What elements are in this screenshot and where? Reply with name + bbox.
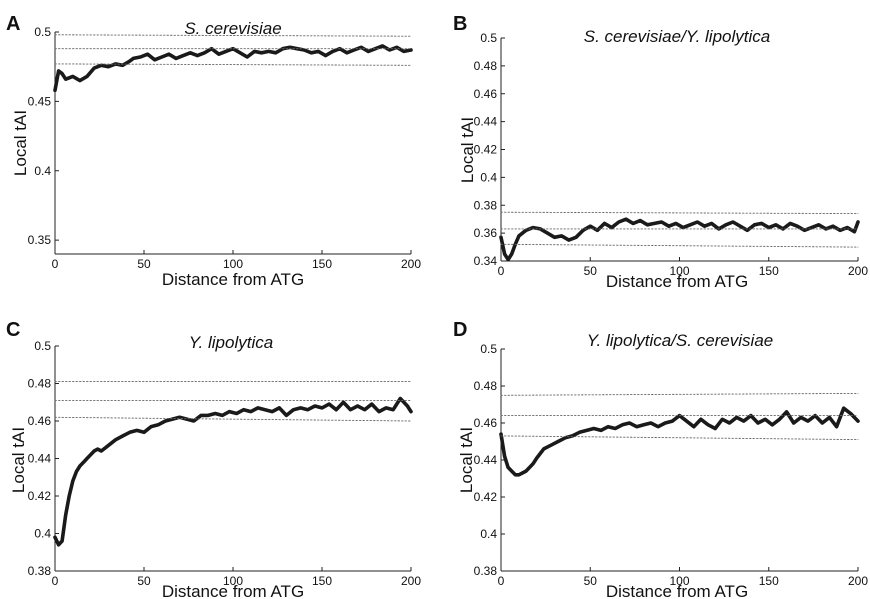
- panel-b-title: S. cerevisiae/Y. lipolytica: [584, 27, 770, 46]
- panel-a-xlabel: Distance from ATG: [162, 270, 304, 289]
- panel-d-xlabel: Distance from ATG: [606, 582, 748, 599]
- x-tick-label: 0: [498, 264, 505, 278]
- y-tick-label: 0.5: [480, 342, 497, 356]
- x-tick-label: 200: [848, 264, 868, 278]
- x-tick-label: 0: [52, 574, 59, 588]
- panel-c-mean-line: [53, 396, 413, 547]
- x-tick-label: 200: [401, 574, 421, 588]
- y-tick-label: 0.35: [28, 233, 52, 247]
- panel-d-ylabel: Local tAI: [457, 427, 476, 493]
- y-tick-label: 0.38: [474, 564, 498, 578]
- panel-c-letter: C: [6, 319, 20, 341]
- x-tick-label: 150: [759, 574, 779, 588]
- x-tick-label: 200: [848, 574, 868, 588]
- panel-d-dotted-line: [500, 435, 859, 441]
- y-tick-label: 0.4: [34, 527, 51, 541]
- y-tick-label: 0.5: [480, 31, 497, 45]
- y-tick-label: 0.34: [474, 254, 498, 268]
- x-tick-label: 100: [669, 264, 689, 278]
- panel-b-dotted-line: [500, 211, 859, 215]
- panel-b-letter: B: [453, 13, 467, 35]
- panel-a-letter: A: [6, 13, 20, 35]
- x-tick-label: 200: [401, 257, 421, 271]
- y-tick-label: 0.48: [28, 377, 52, 391]
- panel-b-mean-line: [499, 217, 860, 262]
- x-tick-label: 150: [312, 574, 332, 588]
- panel-a: A S. cerevisiae Distance from ATG Local …: [6, 13, 421, 289]
- y-tick-label: 0.44: [474, 115, 498, 129]
- x-tick-label: 0: [52, 257, 59, 271]
- y-tick-label: 0.48: [474, 379, 498, 393]
- y-tick-label: 0.46: [28, 414, 52, 428]
- y-tick-label: 0.5: [34, 25, 51, 39]
- y-tick-label: 0.45: [28, 94, 52, 108]
- panel-a-dotted-line: [54, 34, 412, 37]
- x-tick-label: 50: [137, 574, 151, 588]
- x-tick-label: 50: [137, 257, 151, 271]
- y-tick-label: 0.48: [474, 59, 498, 73]
- y-tick-label: 0.38: [474, 198, 498, 212]
- panel-b-xlabel: Distance from ATG: [606, 272, 748, 291]
- y-tick-label: 0.4: [34, 164, 51, 178]
- x-tick-label: 150: [759, 264, 779, 278]
- panel-a-title: S. cerevisiae: [184, 19, 281, 38]
- x-tick-label: 150: [312, 257, 332, 271]
- panel-d-title: Y. lipolytica/S. cerevisiae: [587, 331, 773, 350]
- panel-a-mean-line: [53, 44, 413, 93]
- y-tick-label: 0.42: [28, 489, 52, 503]
- y-tick-label: 0.38: [28, 564, 52, 578]
- x-tick-label: 100: [223, 257, 243, 271]
- panel-c-xlabel: Distance from ATG: [162, 582, 304, 599]
- panel-a-dotted-line: [54, 63, 412, 66]
- y-tick-label: 0.44: [28, 452, 52, 466]
- panel-d: D Y. lipolytica/S. cerevisiae Distance f…: [453, 319, 868, 599]
- y-tick-label: 0.46: [474, 416, 498, 430]
- y-tick-label: 0.5: [34, 339, 51, 353]
- y-tick-label: 0.4: [480, 527, 497, 541]
- y-tick-label: 0.44: [474, 453, 498, 467]
- x-tick-label: 50: [584, 264, 598, 278]
- panel-c: C Y. lipolytica Distance from ATG Local …: [6, 319, 421, 599]
- y-tick-label: 0.46: [474, 87, 498, 101]
- y-tick-label: 0.4: [480, 170, 497, 184]
- x-tick-label: 100: [223, 574, 243, 588]
- y-tick-label: 0.42: [474, 490, 498, 504]
- panel-d-mean-line: [499, 406, 860, 477]
- panel-a-ylabel: Local tAI: [11, 110, 30, 176]
- panel-c-dotted-line: [54, 416, 412, 422]
- y-tick-label: 0.42: [474, 143, 498, 157]
- panel-d-dotted-line: [500, 392, 859, 396]
- panel-b-dotted-line: [500, 243, 859, 248]
- panel-d-letter: D: [453, 319, 467, 341]
- panel-b: B S. cerevisiae/Y. lipolytica Distance f…: [453, 13, 868, 291]
- panel-c-ylabel: Local tAI: [9, 427, 28, 493]
- x-tick-label: 50: [584, 574, 598, 588]
- panel-c-title: Y. lipolytica: [189, 333, 273, 352]
- y-tick-label: 0.36: [474, 226, 498, 240]
- panel-b-ylabel: Local tAI: [458, 117, 477, 183]
- x-tick-label: 100: [669, 574, 689, 588]
- x-tick-label: 0: [498, 574, 505, 588]
